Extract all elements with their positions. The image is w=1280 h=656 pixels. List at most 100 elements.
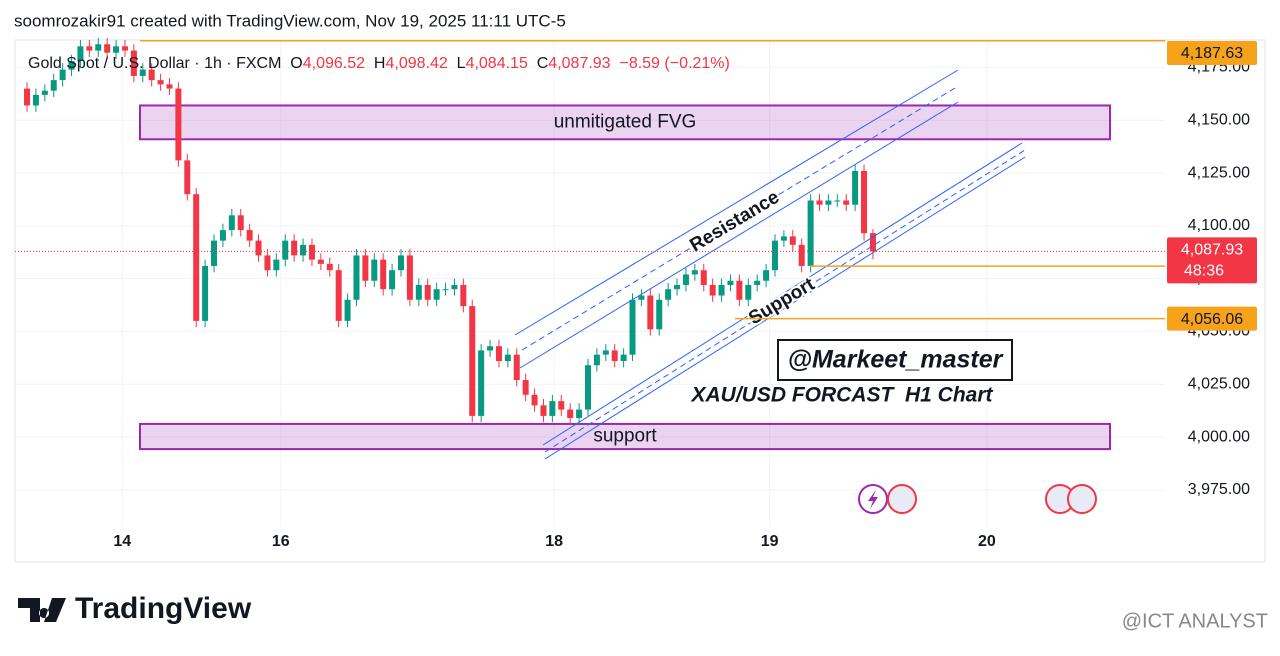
candle-body	[593, 354, 600, 366]
candle-body	[202, 265, 209, 321]
candle-body	[700, 270, 707, 285]
candle-body	[104, 44, 111, 53]
x-tick-label: 14	[113, 533, 131, 550]
candle-body	[825, 200, 832, 205]
candle-body	[727, 280, 734, 285]
candle-body	[682, 274, 689, 285]
candle-body	[317, 259, 324, 264]
candle-body	[531, 394, 538, 406]
logo-mark	[18, 598, 66, 622]
symbol: Gold Spot / U.S. Dollar · 1h · FXCM	[28, 55, 282, 72]
x-tick-label: 20	[978, 533, 996, 550]
candle-body	[211, 240, 218, 266]
candle-body	[406, 255, 413, 300]
candle-body	[228, 215, 235, 231]
zone-label: unmitigated FVG	[554, 111, 697, 132]
candle-body	[745, 284, 752, 300]
candle-body	[647, 295, 654, 330]
countdown: 48:36	[1184, 263, 1224, 280]
x-tick-label: 16	[272, 533, 290, 550]
candle-body	[602, 350, 609, 355]
y-tick-label: 3,975.00	[1188, 481, 1250, 498]
trend-line	[542, 142, 1023, 446]
candle-body	[300, 244, 307, 256]
candle-body	[798, 244, 805, 266]
candle-body	[576, 409, 583, 419]
candle-body	[567, 409, 574, 419]
candle-body	[424, 284, 431, 300]
resistance-label: Resistance	[686, 187, 783, 257]
candle-body	[415, 284, 422, 300]
ohlc-key: L	[456, 55, 466, 72]
candle-body	[540, 405, 547, 416]
candle-body	[558, 401, 565, 410]
candle-body	[32, 94, 39, 106]
candle-body	[638, 295, 645, 300]
candle-body	[255, 240, 262, 256]
price-tag-label: 4,187.63	[1181, 45, 1243, 62]
candle-body	[869, 233, 876, 252]
candle-body	[175, 88, 182, 161]
candle-body	[478, 350, 485, 416]
event-icon	[868, 490, 878, 509]
event-icons	[858, 484, 1097, 514]
x-tick-label: 18	[545, 533, 563, 550]
handle: @Markeet_master	[788, 346, 1004, 374]
candle-body	[237, 215, 244, 231]
candle-body	[852, 170, 859, 205]
trend-line	[521, 87, 956, 351]
channels	[514, 69, 1026, 460]
price-tag	[1167, 306, 1257, 331]
trend-line	[519, 101, 959, 369]
zones: unmitigated FVG support	[139, 104, 1111, 451]
chart-frame	[14, 39, 1266, 563]
ohlc-value: 4,098.42	[385, 55, 448, 72]
footer-logo: TradingView	[18, 592, 252, 625]
candle-body	[691, 270, 698, 275]
candle-body	[674, 284, 681, 290]
candle-body	[95, 44, 102, 51]
handle-box	[777, 339, 1013, 381]
candle-body	[771, 240, 778, 271]
legend: Gold Spot / U.S. Dollar · 1h · FXCM O4,0…	[28, 55, 730, 73]
y-tick-label: 4,125.00	[1188, 164, 1250, 181]
zone	[139, 104, 1111, 141]
candle-body	[41, 90, 48, 95]
candle-body	[389, 270, 396, 290]
candle-body	[184, 160, 191, 195]
candle-body	[433, 289, 440, 300]
candle-body	[611, 350, 618, 362]
ohlc-key: H	[373, 55, 386, 72]
candle-body	[460, 284, 467, 307]
candle-body	[487, 346, 494, 351]
candle-body	[113, 46, 120, 53]
candle-body	[451, 284, 458, 290]
candle-body	[843, 200, 850, 205]
zone	[139, 422, 1111, 451]
candle-body	[308, 244, 315, 260]
last-price-tag	[1167, 237, 1257, 284]
event-icon	[1067, 484, 1097, 514]
candle-body	[326, 263, 333, 271]
candle-body	[86, 46, 93, 51]
ohlc-key: C	[536, 55, 549, 72]
candle-body	[166, 84, 173, 89]
candle-body	[68, 61, 75, 70]
candle-body	[282, 240, 289, 260]
event-icon	[887, 484, 917, 514]
logo-text: TradingView	[75, 592, 252, 625]
candle-body	[193, 194, 200, 321]
candle-body	[754, 280, 761, 285]
candles	[24, 37, 876, 425]
candle-body	[442, 289, 449, 291]
candle-body	[718, 284, 725, 296]
candle-body	[549, 401, 556, 416]
candle-body	[665, 289, 672, 300]
candle-body	[834, 200, 841, 202]
candle-body	[77, 46, 84, 62]
trend-line	[544, 149, 1026, 453]
caption: XAU/USD FORCAST H1 Chart	[690, 384, 993, 407]
x-tick-label: 19	[761, 533, 779, 550]
candle-body	[504, 354, 511, 362]
